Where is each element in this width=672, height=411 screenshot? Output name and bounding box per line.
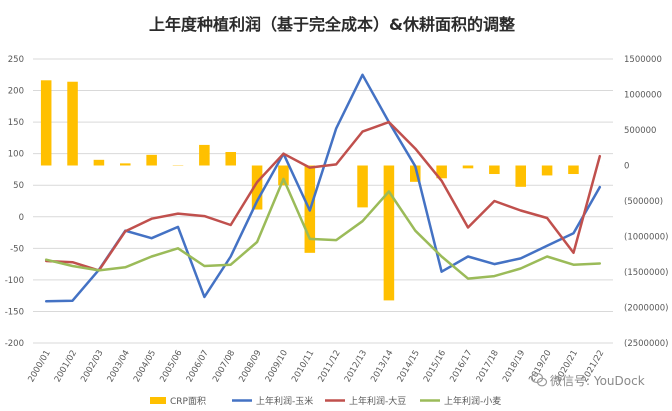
- legend-label-soy: 上年利润-大豆: [349, 395, 406, 407]
- crp-bar: [67, 81, 78, 166]
- x-tick-label: 2017/18: [475, 349, 501, 385]
- right-tick-label: 0: [624, 162, 629, 172]
- x-tick-label: 2006/07: [185, 349, 211, 385]
- right-tick-label: (1500000): [624, 268, 669, 278]
- right-axis-ticks: 1500000 1000000 500000 0 (500000) (1000000) (1…: [624, 55, 669, 349]
- x-tick-label: 2010/11: [290, 349, 316, 385]
- x-tick-label: 2014/15: [396, 349, 422, 385]
- left-tick-label: -200: [5, 339, 24, 349]
- x-tick-label: 2009/10: [264, 349, 290, 385]
- right-tick-label: 1500000: [624, 55, 662, 65]
- legend-label-corn: 上年利润-玉米: [256, 395, 313, 407]
- crp-bar: [40, 80, 52, 166]
- left-tick-label: 150: [8, 118, 24, 128]
- crp-bar: [251, 165, 263, 210]
- crp-bar: [436, 165, 447, 179]
- crp-bar: [199, 144, 210, 166]
- watermark-text: 微信号: YouDock: [550, 374, 645, 388]
- x-tick-label: 2012/13: [343, 349, 369, 385]
- crp-bar: [410, 165, 421, 182]
- crp-bar: [278, 165, 289, 186]
- left-tick-label: 250: [8, 55, 24, 65]
- left-tick-label: -150: [5, 307, 24, 317]
- right-tick-label: (1000000): [624, 233, 669, 243]
- left-axis-ticks: 250 200 150 100 50 0 -50 -100 -150 -200: [5, 55, 24, 349]
- x-tick-label: 2011/12: [316, 349, 342, 385]
- left-tick-label: 50: [13, 181, 24, 191]
- crp-bar: [120, 163, 131, 166]
- crp-bar: [462, 165, 474, 169]
- crp-bar: [568, 165, 579, 175]
- x-tick-label: 2018/19: [501, 349, 527, 385]
- x-tick-label: 2001/02: [53, 349, 79, 385]
- crp-bar: [225, 152, 236, 166]
- x-tick-label: 2016/17: [448, 349, 474, 385]
- x-tick-label: 2005/06: [158, 349, 184, 385]
- right-tick-label: 1000000: [624, 91, 662, 101]
- wechat-icon: [530, 372, 548, 387]
- watermark: 微信号: YouDock: [530, 372, 645, 388]
- crp-bar: [515, 165, 526, 187]
- crp-bar: [489, 165, 500, 175]
- right-tick-label: (2500000): [624, 339, 669, 349]
- legend-label-wheat: 上年利润-小麦: [444, 395, 501, 407]
- x-axis-ticks: 2000/01 2001/02 2002/03 2003/04 2004/05 2005/…: [26, 349, 606, 385]
- series-line-corn: [44, 73, 602, 303]
- x-tick-label: 2013/14: [369, 349, 395, 385]
- left-tick-label: -50: [10, 244, 24, 254]
- gridlines: [33, 58, 613, 344]
- crp-bar: [541, 165, 553, 176]
- x-tick-label: 2002/03: [79, 349, 105, 385]
- right-tick-label: (2000000): [624, 304, 669, 314]
- series-line-wheat: [44, 177, 602, 280]
- crp-bar: [93, 159, 105, 166]
- x-tick-label: 2007/08: [211, 349, 237, 385]
- crp-bar: [383, 165, 395, 301]
- left-tick-label: 0: [19, 213, 24, 223]
- line-layer: [44, 73, 602, 303]
- x-tick-label: 2003/04: [106, 349, 132, 385]
- x-tick-label: 2008/09: [237, 349, 263, 385]
- right-tick-label: 500000: [624, 126, 656, 136]
- left-tick-label: 100: [8, 150, 24, 160]
- crp-bar: [357, 165, 368, 208]
- legend-swatch-crp: [150, 397, 166, 404]
- legend: CRP面积 上年利润-玉米 上年利润-大豆 上年利润-小麦: [150, 395, 501, 407]
- left-tick-label: 200: [8, 87, 24, 97]
- series-line-soybean: [44, 120, 602, 272]
- crp-bar: [146, 154, 157, 166]
- x-tick-label: 2015/16: [422, 349, 448, 385]
- chart-title: 上年度种植利润（基于完全成本）&休耕面积的调整: [149, 15, 515, 34]
- right-tick-label: (500000): [624, 197, 663, 207]
- legend-label-crp: CRP面积: [170, 395, 206, 407]
- x-tick-label: 2004/05: [132, 349, 158, 385]
- x-tick-label: 2000/01: [26, 349, 52, 385]
- left-tick-label: -100: [5, 276, 24, 286]
